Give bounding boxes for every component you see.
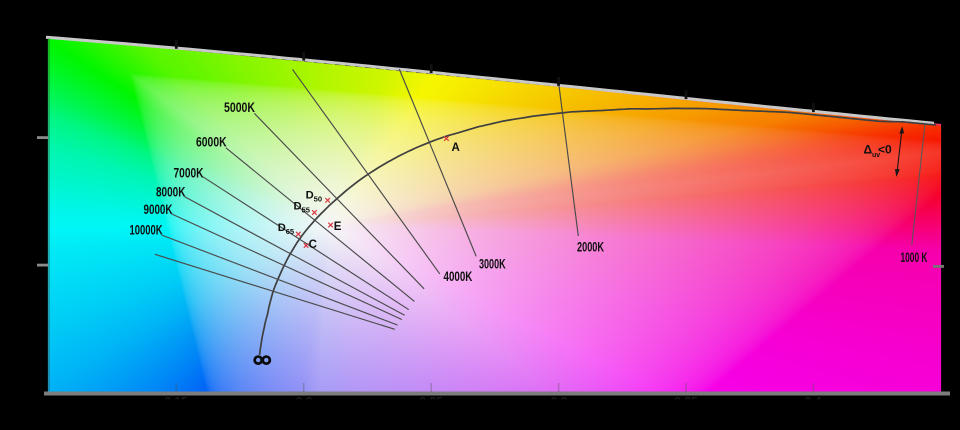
- svg-text:3000K: 3000K: [479, 258, 506, 272]
- svg-text:<0: <0: [878, 143, 892, 157]
- svg-text:7000K: 7000K: [174, 165, 204, 181]
- svg-text:E: E: [334, 221, 342, 233]
- svg-text:55: 55: [302, 206, 311, 215]
- svg-text:1000 K: 1000 K: [901, 251, 928, 265]
- svg-text:10000K: 10000K: [130, 223, 164, 238]
- svg-text:8000K: 8000K: [156, 184, 186, 200]
- svg-text:6000K: 6000K: [196, 134, 227, 150]
- svg-text:Δ: Δ: [864, 143, 873, 157]
- svg-text:5000K: 5000K: [224, 100, 255, 116]
- svg-text:65: 65: [286, 227, 295, 236]
- svg-text:A: A: [452, 142, 460, 154]
- svg-text:4000K: 4000K: [444, 270, 473, 285]
- svg-text:D: D: [306, 190, 314, 202]
- svg-text:50: 50: [314, 195, 322, 204]
- svg-text:2000K: 2000K: [577, 241, 605, 255]
- svg-text:D: D: [278, 222, 286, 234]
- svg-text:9000K: 9000K: [144, 202, 173, 218]
- svg-text:uv: uv: [872, 152, 880, 159]
- svg-text:C: C: [309, 239, 317, 251]
- svg-text:D: D: [294, 201, 302, 213]
